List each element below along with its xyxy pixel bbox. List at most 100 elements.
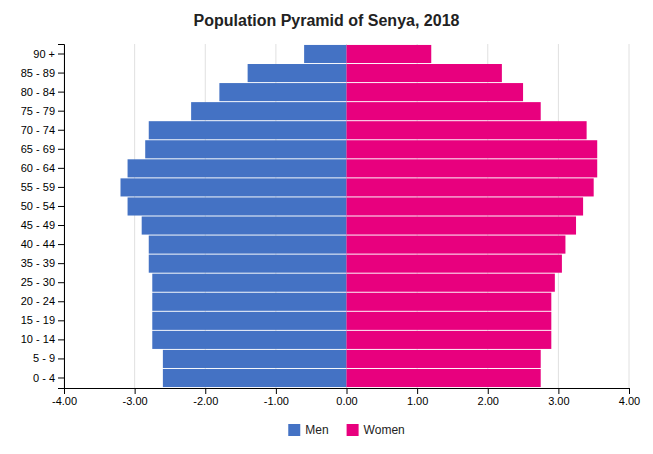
tick-mark [58,149,64,150]
bar [347,350,541,368]
tick: 40 - 44 [21,238,64,250]
tick-mark [58,225,64,226]
bar [149,121,347,139]
tick-mark [488,388,489,394]
tick-mark [205,388,206,394]
tick: 5 - 9 [33,352,64,364]
legend-swatch [347,424,359,436]
chart: Population Pyramid of Senya, 2018 -4.00 -3… [0,0,653,454]
tick: 1.00 [407,388,428,407]
tick-mark [58,187,64,188]
tick: -2.00 [193,388,218,407]
tick-mark [58,92,64,93]
bar [149,255,347,273]
tick-label: 4.00 [619,395,640,407]
tick-label: 50 - 54 [21,200,55,212]
tick-label: 3.00 [548,395,569,407]
tick-mark [276,388,277,394]
grid [64,44,629,388]
tick: 10 - 14 [21,333,64,345]
bar [347,331,552,349]
bar [191,102,346,120]
tick-mark [347,388,348,394]
tick: 25 - 30 [21,276,64,288]
tick: -3.00 [123,388,148,407]
bar [163,369,347,387]
tick: 80 - 84 [21,86,64,98]
series [347,45,598,387]
grid-line [558,44,559,388]
bar [152,274,346,292]
tick: 0 - 4 [33,372,64,384]
bar [142,216,347,234]
tick: 20 - 24 [21,295,64,307]
legend: Men Women [288,423,404,437]
tick-mark [58,320,64,321]
legend-item: Men [288,423,328,437]
bar [347,121,587,139]
bar [347,255,562,273]
tick-mark [417,388,418,394]
legend-label: Women [364,423,405,437]
tick: 75 - 79 [21,105,64,117]
bar [347,159,598,177]
tick: 0.00 [336,388,357,407]
tick-label: 70 - 74 [21,124,55,136]
tick-mark [58,301,64,302]
axis-line [58,45,65,389]
tick: 4.00 [619,388,640,407]
tick-label: 1.00 [407,395,428,407]
bar [128,159,347,177]
bar [347,102,541,120]
tick-label: 35 - 39 [21,257,55,269]
tick-label: -2.00 [193,395,218,407]
tick: -4.00 [52,388,77,407]
tick-label: 85 - 89 [21,67,55,79]
tick: 85 - 89 [21,67,64,79]
tick-mark [58,73,64,74]
tick-mark [58,168,64,169]
bar [347,312,552,330]
tick-mark [58,282,64,283]
bar [347,369,541,387]
tick: 65 - 69 [21,143,64,155]
tick-label: -3.00 [123,395,148,407]
tick: 70 - 74 [21,124,64,136]
tick: 55 - 59 [21,181,64,193]
bar [128,197,347,215]
tick-mark [58,263,64,264]
bar [347,140,598,158]
grid-line [629,44,630,388]
tick-label: 20 - 24 [21,295,55,307]
tick: 35 - 39 [21,257,64,269]
bar [347,236,566,254]
tick-mark [135,388,136,394]
tick-label: 55 - 59 [21,181,55,193]
tick-label: 80 - 84 [21,86,55,98]
y-axis: 0 - 4 5 - 9 10 - 14 15 - 19 20 - 24 25 - 30 35… [21,45,65,389]
bar [248,64,347,82]
tick-mark [58,206,64,207]
tick: 15 - 19 [21,314,64,326]
bar [304,45,346,63]
tick-mark [58,358,64,359]
bar [149,236,347,254]
title: Population Pyramid of Senya, 2018 [194,12,460,29]
x-axis: -4.00-3.00-2.00-1.000.001.002.003.004.00 [52,388,640,407]
bar [347,178,594,196]
legend-label: Men [305,423,328,437]
tick: 3.00 [548,388,569,407]
tick-label: -1.00 [264,395,289,407]
tick-label: 45 - 49 [21,219,55,231]
tick-mark [58,377,64,378]
bar [347,64,502,82]
bar [152,293,346,311]
tick: 90 + [33,48,64,60]
tick: -1.00 [264,388,289,407]
tick-mark [629,388,630,394]
series [121,45,347,387]
tick-mark [58,111,64,112]
bar [152,331,346,349]
bar [163,350,347,368]
legend-item: Women [347,423,405,437]
